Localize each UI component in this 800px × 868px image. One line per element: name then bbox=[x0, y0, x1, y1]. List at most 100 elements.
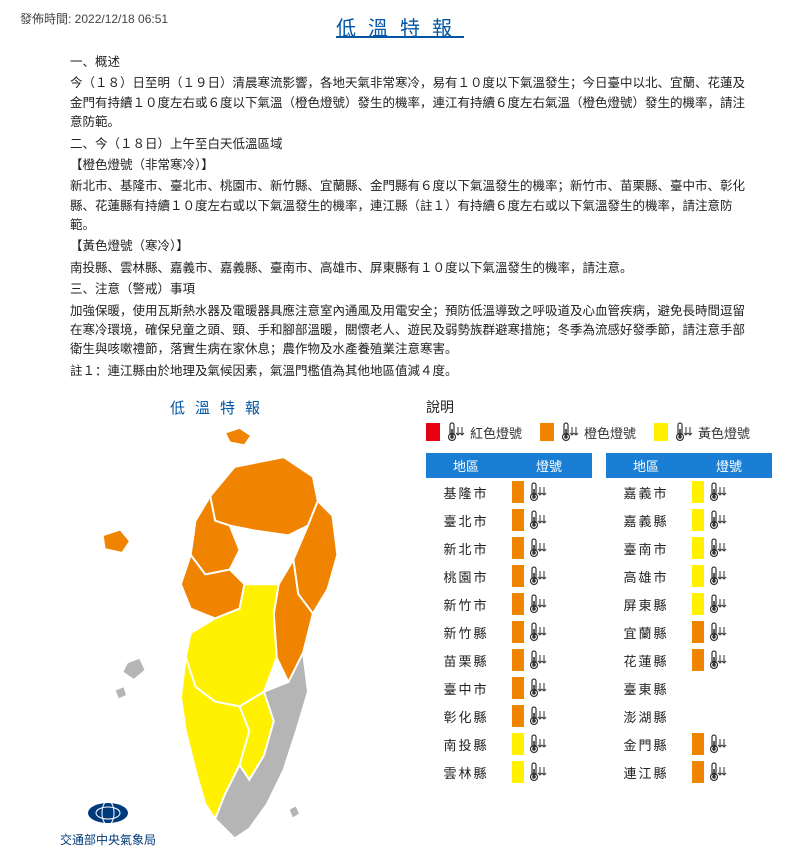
thermometer-icon bbox=[558, 421, 580, 443]
region-name: 苗栗縣 bbox=[426, 651, 506, 670]
legend-label: 橙色燈號 bbox=[584, 423, 636, 442]
region-level bbox=[686, 621, 772, 643]
region-level bbox=[506, 565, 592, 587]
region-name: 臺南市 bbox=[606, 539, 686, 558]
thermometer-icon bbox=[526, 481, 548, 503]
paragraph: 今（１８）日至明（１９日）清晨寒流影響，各地天氣非常寒冷，易有１０度以下氣溫發生… bbox=[70, 74, 750, 132]
region-name: 彰化縣 bbox=[426, 707, 506, 726]
table-head: 地區 燈號 bbox=[606, 453, 772, 478]
level-bar bbox=[692, 565, 704, 587]
paragraph: 註１：連江縣由於地理及氣候因素，氣溫門檻值為其他地區值減４度。 bbox=[70, 362, 750, 381]
cwb-logo: 交通部中央氣象局 bbox=[60, 798, 156, 848]
paragraph: 一、概述 bbox=[70, 53, 750, 72]
level-bar bbox=[692, 593, 704, 615]
thermometer-icon bbox=[526, 509, 548, 531]
region-level bbox=[686, 649, 772, 671]
cwb-label: 交通部中央氣象局 bbox=[60, 831, 156, 848]
thermometer-icon bbox=[706, 621, 728, 643]
level-bar bbox=[692, 621, 704, 643]
thermometer-icon bbox=[526, 537, 548, 559]
region-name: 新竹縣 bbox=[426, 623, 506, 642]
table-row: 連江縣 bbox=[606, 758, 772, 786]
region-name: 基隆市 bbox=[426, 483, 506, 502]
region-name: 金門縣 bbox=[606, 735, 686, 754]
thermometer-icon bbox=[526, 733, 548, 755]
table-row: 嘉義市 bbox=[606, 478, 772, 506]
level-bar bbox=[512, 705, 524, 727]
region-name: 嘉義縣 bbox=[606, 511, 686, 530]
legend-item: 橙色燈號 bbox=[540, 421, 636, 443]
level-bar bbox=[692, 733, 704, 755]
table-row: 彰化縣 bbox=[426, 702, 592, 730]
table-row: 花蓮縣 bbox=[606, 646, 772, 674]
thermometer-icon bbox=[706, 649, 728, 671]
thermometer-icon bbox=[526, 565, 548, 587]
table-row: 臺北市 bbox=[426, 506, 592, 534]
thermometer-icon bbox=[706, 565, 728, 587]
region-name: 桃園市 bbox=[426, 567, 506, 586]
region-name: 新北市 bbox=[426, 539, 506, 558]
thermometer-icon bbox=[526, 677, 548, 699]
thermometer-icon bbox=[706, 733, 728, 755]
map-region bbox=[114, 686, 127, 700]
map-region bbox=[288, 805, 300, 819]
table-row: 雲林縣 bbox=[426, 758, 592, 786]
th-level: 燈號 bbox=[686, 453, 772, 478]
region-level bbox=[686, 509, 772, 531]
region-name: 臺中市 bbox=[426, 679, 506, 698]
region-level bbox=[506, 621, 592, 643]
publish-timestamp: 發佈時間: 2022/12/18 06:51 bbox=[20, 10, 168, 27]
thermometer-icon bbox=[706, 761, 728, 783]
map-region bbox=[122, 658, 145, 680]
table-row: 苗栗縣 bbox=[426, 646, 592, 674]
paragraph: 二、今（１８日）上午至白天低溫區域 bbox=[70, 135, 750, 154]
thermometer-icon bbox=[526, 761, 548, 783]
region-level bbox=[506, 593, 592, 615]
region-level bbox=[686, 481, 772, 503]
thermometer-icon bbox=[706, 481, 728, 503]
level-bar bbox=[512, 593, 524, 615]
table-row: 桃園市 bbox=[426, 562, 592, 590]
region-name: 花蓮縣 bbox=[606, 651, 686, 670]
level-bar bbox=[512, 537, 524, 559]
legend-label: 黃色燈號 bbox=[698, 423, 750, 442]
map-column: 低溫特報 交通部中央氣象局 bbox=[20, 397, 420, 858]
paragraph: 南投縣、雲林縣、嘉義市、嘉義縣、臺南市、高雄市、屏東縣有１０度以下氣溫發生的機率… bbox=[70, 259, 750, 278]
paragraph: 三、注意（警戒）事項 bbox=[70, 280, 750, 299]
table-row: 新北市 bbox=[426, 534, 592, 562]
table-row: 臺東縣 bbox=[606, 674, 772, 702]
legend-item: 紅色燈號 bbox=[426, 421, 522, 443]
map-region bbox=[103, 529, 130, 552]
th-region: 地區 bbox=[606, 453, 686, 478]
level-bar bbox=[512, 481, 524, 503]
table-row: 澎湖縣 bbox=[606, 702, 772, 730]
level-bar bbox=[692, 761, 704, 783]
level-bar bbox=[512, 733, 524, 755]
legend-swatch bbox=[426, 423, 440, 441]
region-name: 臺北市 bbox=[426, 511, 506, 530]
thermometer-icon bbox=[526, 621, 548, 643]
table-row: 宜蘭縣 bbox=[606, 618, 772, 646]
region-name: 屏東縣 bbox=[606, 595, 686, 614]
thermometer-icon bbox=[526, 705, 548, 727]
region-name: 嘉義市 bbox=[606, 483, 686, 502]
table-row: 金門縣 bbox=[606, 730, 772, 758]
level-bar bbox=[512, 649, 524, 671]
paragraph: 【黃色燈號（寒冷）】 bbox=[70, 237, 750, 256]
region-name: 南投縣 bbox=[426, 735, 506, 754]
region-table-left: 地區 燈號 基隆市臺北市新北市桃園市新竹市新竹縣苗栗縣臺中市彰化縣南投縣雲林縣 bbox=[426, 453, 592, 786]
region-level bbox=[686, 593, 772, 615]
region-name: 連江縣 bbox=[606, 763, 686, 782]
region-name: 宜蘭縣 bbox=[606, 623, 686, 642]
table-row: 新竹市 bbox=[426, 590, 592, 618]
table-row: 屏東縣 bbox=[606, 590, 772, 618]
region-level bbox=[506, 705, 592, 727]
table-row: 新竹縣 bbox=[426, 618, 592, 646]
region-level bbox=[686, 537, 772, 559]
th-region: 地區 bbox=[426, 453, 506, 478]
region-name: 雲林縣 bbox=[426, 763, 506, 782]
region-level bbox=[506, 537, 592, 559]
thermometer-icon bbox=[706, 537, 728, 559]
paragraph: 加強保暖，使用瓦斯熱水器及電暖器具應注意室內通風及用電安全；預防低溫導致之呼吸道… bbox=[70, 302, 750, 360]
region-level bbox=[506, 649, 592, 671]
